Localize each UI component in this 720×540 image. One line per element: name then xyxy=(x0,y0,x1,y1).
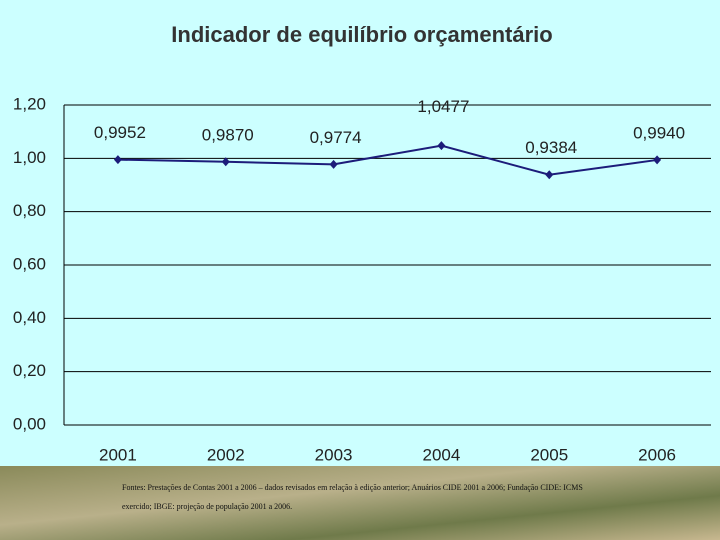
y-tick-label: 0,40 xyxy=(13,308,46,327)
marker xyxy=(437,141,446,151)
data-label: 0,9940 xyxy=(633,123,685,142)
data-line xyxy=(117,144,658,176)
y-tick-label: 1,20 xyxy=(13,94,46,113)
marker xyxy=(545,170,554,180)
y-tick-label: 0,80 xyxy=(13,201,46,220)
x-tick-label: 2004 xyxy=(423,445,461,464)
marker xyxy=(329,159,338,169)
x-tick-label: 2001 xyxy=(99,445,137,464)
x-tick-label: 2003 xyxy=(315,445,353,464)
y-tick-label: 0,20 xyxy=(13,361,46,380)
data-label: 0,9384 xyxy=(525,138,577,157)
marker xyxy=(113,155,122,165)
y-tick-label: 0,60 xyxy=(13,254,46,273)
x-tick-label: 2006 xyxy=(638,445,676,464)
y-tick-label: 1,00 xyxy=(13,148,46,167)
marker xyxy=(221,157,230,167)
x-tick-label: 2002 xyxy=(207,445,245,464)
data-label: 1,0477 xyxy=(417,97,469,116)
chart-title: Indicador de equilíbrio orçamentário xyxy=(171,22,552,47)
data-label: 0,9870 xyxy=(202,125,254,144)
x-tick-label: 2005 xyxy=(530,445,568,464)
y-tick-label: 0,00 xyxy=(13,414,46,433)
footnote: Fontes: Prestações de Contas 2001 a 2006… xyxy=(122,483,583,511)
marker xyxy=(653,155,662,165)
data-label: 0,9774 xyxy=(310,128,362,147)
data-label: 0,9952 xyxy=(94,123,146,142)
photo-background xyxy=(0,466,720,540)
